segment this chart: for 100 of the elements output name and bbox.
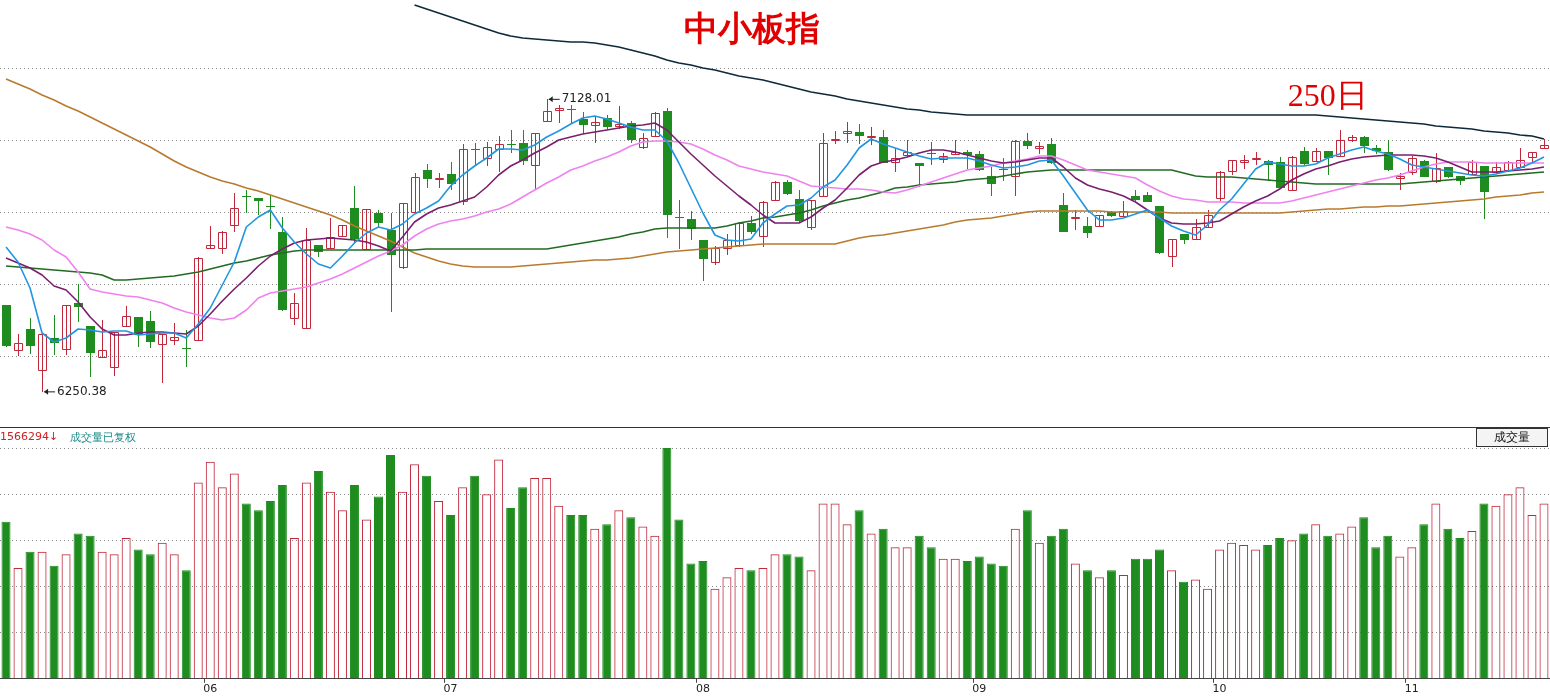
bar — [1130, 558, 1140, 679]
candlestick — [242, 189, 251, 214]
chart-title: 中小板指 — [683, 9, 821, 49]
candlestick — [759, 200, 768, 248]
bar — [674, 519, 684, 679]
bar — [698, 561, 708, 679]
bar — [1058, 528, 1068, 679]
bar — [662, 448, 672, 679]
candlestick — [1408, 155, 1417, 176]
x-tick-label: 11 — [1404, 682, 1419, 696]
candlestick — [182, 329, 191, 368]
candlestick — [471, 142, 480, 166]
bar — [1154, 549, 1164, 679]
bar — [133, 549, 143, 679]
candlestick — [1336, 129, 1345, 158]
x-tick-label: 06 — [203, 682, 218, 696]
candlestick — [1071, 209, 1080, 231]
candlestick — [1192, 218, 1201, 240]
candlestick — [1168, 238, 1177, 268]
bar — [373, 496, 383, 679]
bar — [746, 570, 756, 679]
x-tick-label: 07 — [443, 682, 458, 696]
candlestick — [122, 305, 131, 328]
bar — [25, 551, 35, 679]
text: 成交量 — [1476, 428, 1548, 447]
candlestick — [230, 192, 239, 233]
candlestick — [218, 230, 227, 255]
candlestick — [771, 180, 780, 202]
bar — [422, 475, 432, 679]
candlestick — [110, 331, 119, 377]
series-label: 250日 — [1287, 77, 1368, 114]
bar — [1371, 547, 1381, 679]
bar — [566, 514, 576, 679]
candlestick — [338, 224, 347, 237]
candlestick — [302, 227, 311, 330]
candlestick — [423, 163, 432, 189]
candlestick — [447, 161, 456, 191]
text: 1566294↓ — [0, 430, 59, 443]
bar — [470, 475, 480, 679]
candlestick — [483, 141, 492, 167]
bar — [1046, 535, 1056, 679]
candlestick — [14, 333, 23, 357]
candlestick — [206, 225, 215, 250]
bar — [1022, 510, 1032, 679]
candlestick — [1312, 147, 1321, 162]
bar — [85, 535, 95, 679]
candlestick — [362, 208, 371, 251]
bar — [313, 471, 323, 679]
candlestick — [531, 132, 540, 191]
candlestick — [891, 147, 900, 173]
candlestick — [495, 135, 504, 173]
bar — [386, 454, 396, 679]
candlestick — [807, 199, 816, 231]
candlestick — [459, 143, 468, 206]
candlestick — [266, 194, 275, 230]
candlestick — [567, 104, 576, 124]
candlestick — [158, 333, 167, 384]
text: 成交量已复权 — [70, 430, 136, 445]
candlestick — [723, 233, 732, 256]
candlestick — [1288, 155, 1297, 191]
bar — [1455, 538, 1465, 679]
candlestick — [999, 157, 1008, 182]
candlestick — [62, 304, 71, 356]
candlestick — [843, 121, 852, 144]
bar — [145, 554, 155, 679]
bar — [1179, 581, 1189, 679]
candlestick — [194, 256, 203, 342]
candlestick — [579, 111, 588, 135]
candlestick — [1083, 216, 1092, 239]
annotation: 6250.38 — [57, 384, 107, 398]
candlestick — [819, 132, 828, 198]
candlestick — [675, 199, 684, 250]
candlestick — [1011, 139, 1020, 197]
bar — [265, 501, 275, 679]
bar — [998, 565, 1008, 679]
candlestick — [591, 115, 600, 144]
bar — [986, 563, 996, 679]
candlestick — [699, 239, 708, 282]
candlestick — [1216, 170, 1225, 202]
candlestick — [507, 129, 516, 154]
candlestick — [711, 245, 720, 266]
annotation: 7128.01 — [561, 91, 612, 106]
bar — [926, 547, 936, 679]
candlestick — [170, 322, 179, 346]
candlestick — [1432, 152, 1441, 184]
bar — [349, 484, 359, 679]
bar — [446, 514, 456, 679]
bar — [782, 554, 792, 679]
candlestick — [326, 217, 335, 249]
candlestick — [651, 111, 660, 138]
bar — [1, 521, 11, 679]
candlestick — [927, 141, 936, 166]
candlestick — [855, 123, 864, 145]
x-tick-label: 09 — [972, 682, 987, 696]
candlestick — [1516, 147, 1525, 169]
x-tick-label: 08 — [695, 682, 710, 696]
candlestick — [399, 202, 408, 270]
bar — [686, 563, 696, 679]
candlestick — [98, 319, 107, 358]
bar — [506, 508, 516, 679]
